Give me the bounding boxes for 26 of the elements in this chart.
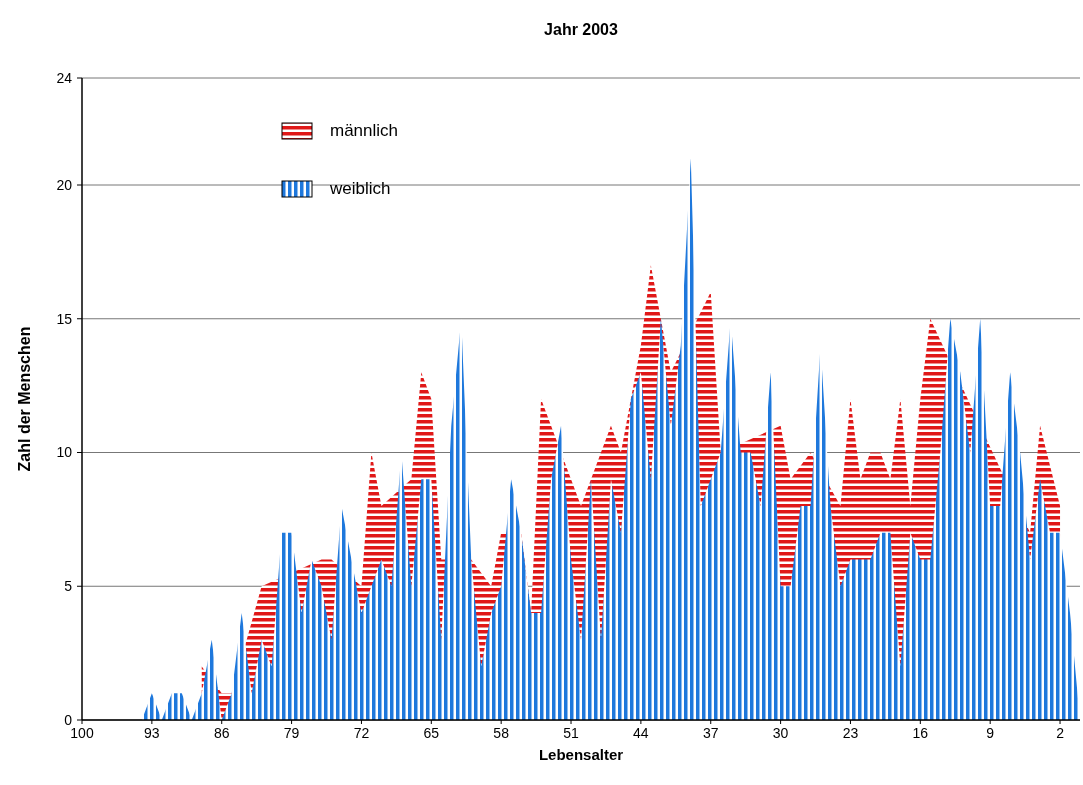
y-tick-label: 24 xyxy=(56,69,73,86)
x-tick-label: 30 xyxy=(772,725,789,741)
x-tick-label: 16 xyxy=(912,725,929,741)
y-tick-label: 15 xyxy=(56,310,73,327)
legend-label: weiblich xyxy=(329,179,391,198)
y-tick-label: 10 xyxy=(56,444,73,461)
x-tick-label: 72 xyxy=(353,725,370,741)
x-tick-label: 9 xyxy=(986,725,995,741)
x-tick-label: 79 xyxy=(283,725,300,741)
x-tick-label: 23 xyxy=(842,725,859,741)
x-tick-label: 2 xyxy=(1056,725,1065,741)
x-tick-label: 86 xyxy=(213,725,230,741)
chart-title: Jahr 2003 xyxy=(544,21,619,38)
y-tick-label: 5 xyxy=(64,578,73,595)
y-tick-label: 0 xyxy=(64,711,73,728)
x-tick-label: 65 xyxy=(423,725,440,741)
x-tick-label: 100 xyxy=(70,725,94,741)
x-tick-label: 51 xyxy=(563,725,580,741)
x-tick-label: 37 xyxy=(702,725,719,741)
x-tick-label: 93 xyxy=(144,725,160,741)
y-axis-title: Zahl der Menschen xyxy=(16,326,33,472)
x-tick-label: 44 xyxy=(633,725,649,741)
x-tick-label: 58 xyxy=(493,725,510,741)
x-axis-title: Lebensalter xyxy=(538,746,624,763)
y-tick-label: 20 xyxy=(56,176,73,193)
legend-label: männlich xyxy=(330,121,399,140)
